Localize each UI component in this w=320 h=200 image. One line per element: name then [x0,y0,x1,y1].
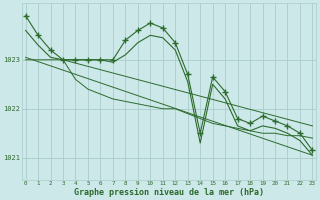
X-axis label: Graphe pression niveau de la mer (hPa): Graphe pression niveau de la mer (hPa) [74,188,264,197]
